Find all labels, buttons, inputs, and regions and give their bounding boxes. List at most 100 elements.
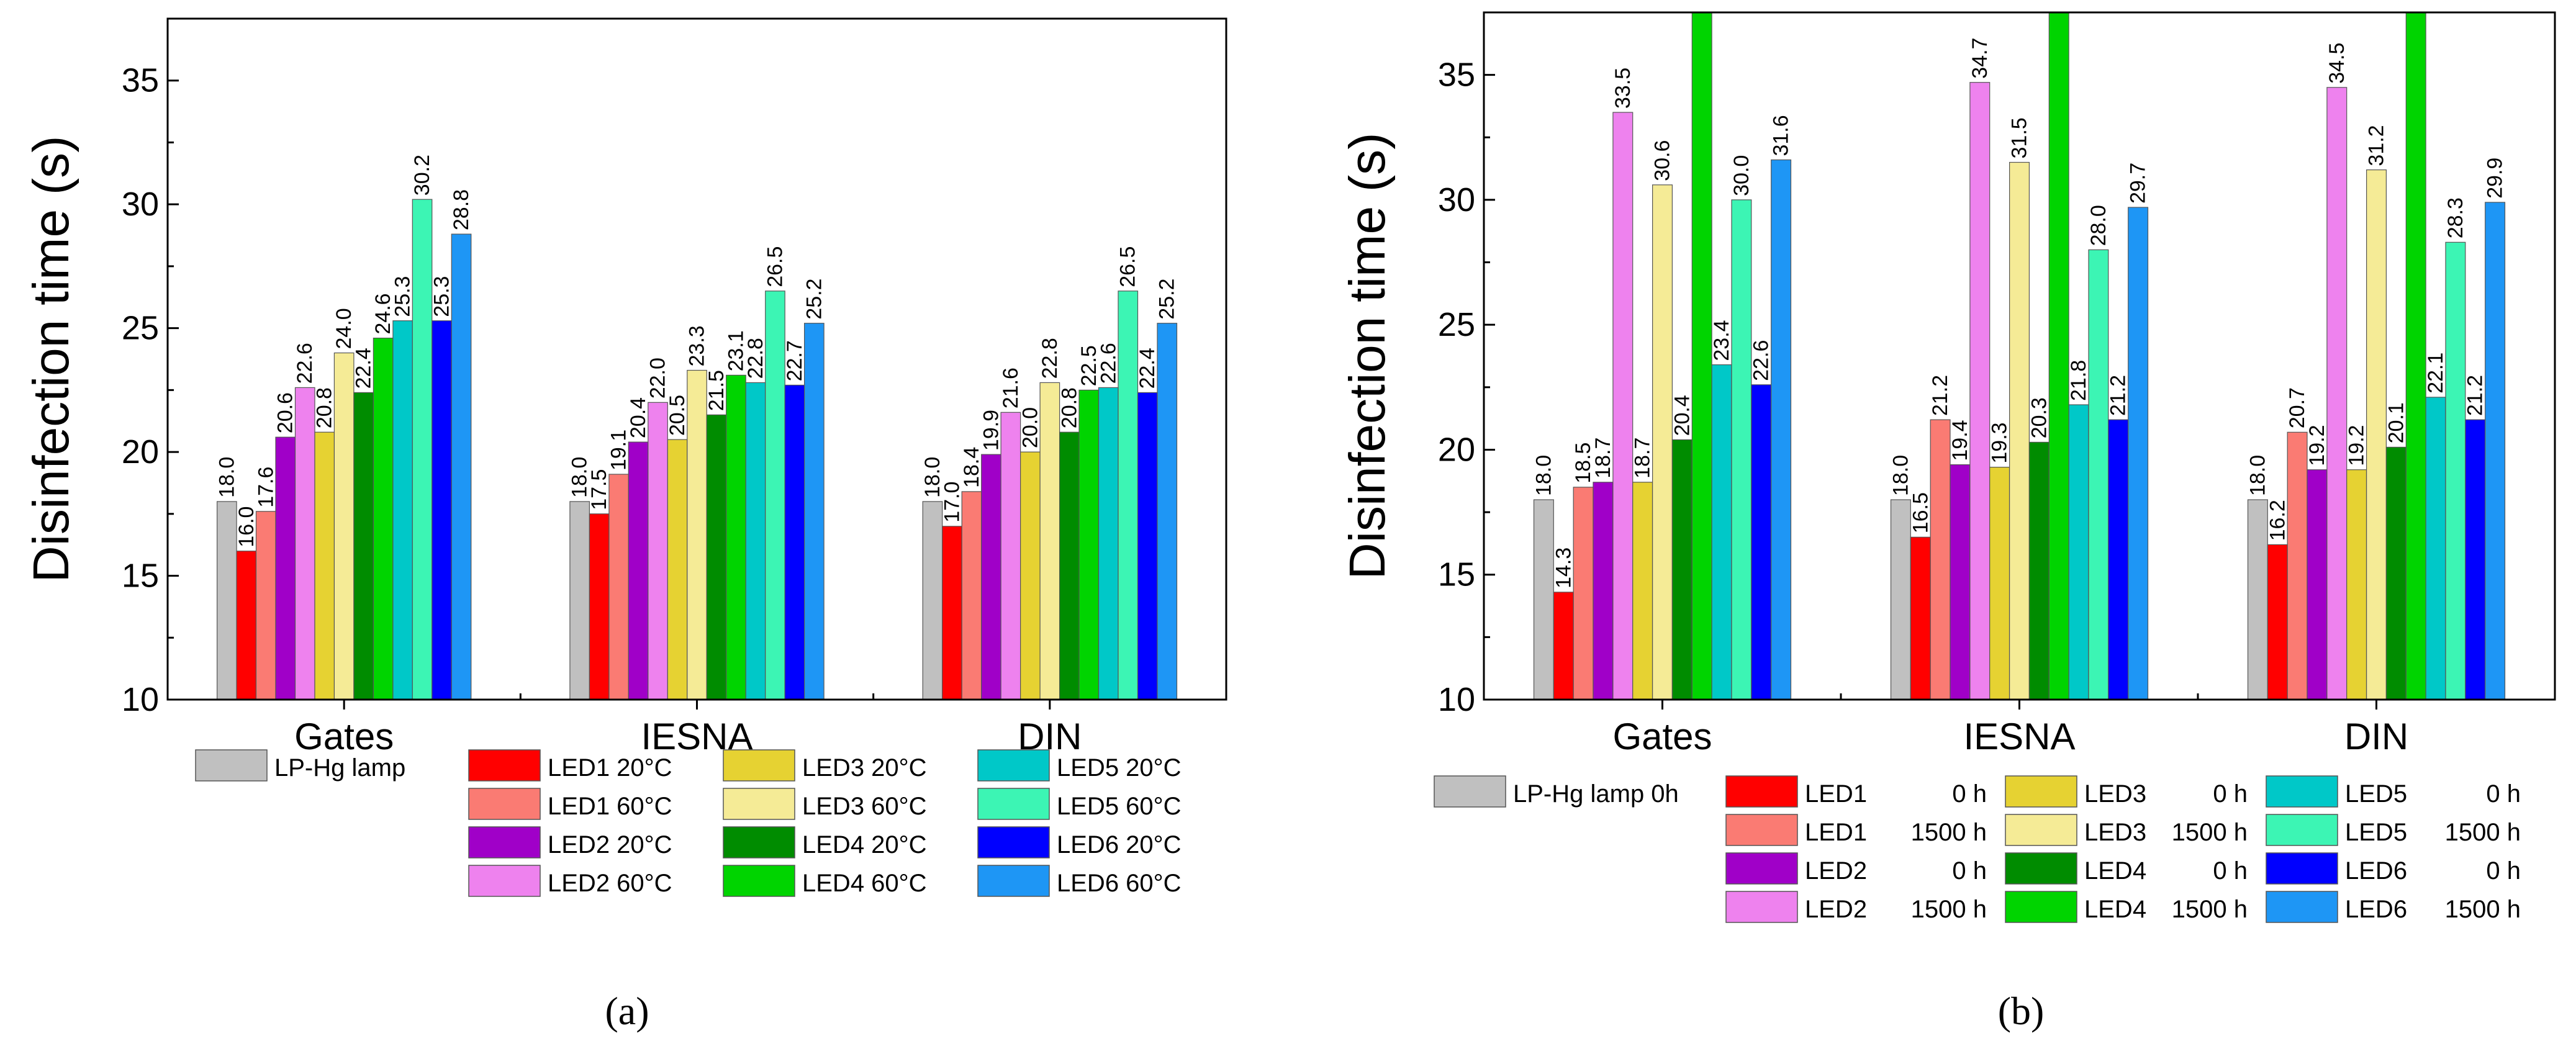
bar: [648, 402, 668, 700]
bar: [1751, 384, 1772, 700]
bar: [1059, 431, 1080, 700]
bar-value-label: 21.2: [1928, 375, 1952, 416]
bar: [706, 414, 727, 700]
legend-label: LED3 20°C: [802, 754, 927, 782]
y-tick-label: 15: [1438, 556, 1475, 593]
legend-swatch: [1725, 775, 1798, 808]
bar: [1771, 159, 1792, 700]
legend-label: LED4: [2084, 896, 2146, 923]
bar: [569, 501, 590, 700]
bar: [275, 436, 296, 700]
bar: [2445, 241, 2466, 700]
legend-swatch: [2266, 775, 2338, 808]
bar: [1137, 392, 1158, 700]
legend-swatch: [1725, 814, 1798, 846]
bar: [942, 526, 962, 700]
bar: [1671, 439, 1692, 700]
bar-value-label: 18.0: [568, 457, 592, 498]
bar-value-label: 31.6: [1769, 115, 1793, 156]
bar-value-label: 20.8: [313, 387, 337, 428]
panel-b-label: (b): [1998, 989, 2045, 1033]
legend-swatch: [2005, 852, 2077, 885]
bar: [2425, 397, 2446, 700]
bar-value-label: 20.7: [2285, 387, 2309, 428]
bar-value-label: 20.3: [2027, 397, 2051, 438]
panel-a-label: (a): [605, 989, 649, 1033]
bar-value-label: 20.0: [1018, 407, 1042, 448]
bar: [2366, 169, 2387, 700]
legend-swatch: [1725, 891, 1798, 923]
legend-label: LED2: [1805, 896, 1867, 923]
bar-value-label: 31.2: [2365, 125, 2388, 166]
bar-value-label: 22.6: [293, 343, 317, 384]
bar-value-label: 17.0: [940, 482, 964, 523]
legend-swatch: [468, 749, 541, 782]
legend-label: LED1 20°C: [548, 754, 672, 782]
bar-value-label: 20.1: [2384, 402, 2408, 443]
bar: [2307, 469, 2328, 700]
bar: [1711, 364, 1732, 700]
bar-value-label: 34.5: [2325, 43, 2349, 84]
bar: [1950, 464, 1971, 700]
bar: [784, 384, 805, 700]
bar-value-label: 25.3: [391, 276, 415, 317]
bar: [2108, 419, 2129, 700]
legend-swatch: [1434, 775, 1506, 808]
bar: [373, 337, 394, 700]
legend-swatch: [723, 788, 795, 820]
bar-value-label: 23.3: [685, 325, 709, 366]
bar-value-label: 18.0: [215, 457, 238, 498]
legend-swatch: [977, 788, 1050, 820]
legend-swatch: [2005, 775, 2077, 808]
legend-label-time: 0 h: [1952, 780, 1987, 808]
legend-swatch: [468, 788, 541, 820]
bar-value-label: 22.1: [2424, 353, 2447, 394]
bar-value-label: 17.6: [254, 467, 278, 508]
bar: [667, 439, 688, 700]
bar: [981, 454, 1001, 700]
legend-label-time: 1500 h: [2445, 819, 2521, 846]
legend-swatch: [977, 865, 1050, 897]
y-tick-label: 30: [1438, 181, 1475, 219]
bar-value-label: 28.0: [2087, 205, 2110, 246]
bar: [589, 513, 610, 700]
bar: [1731, 199, 1752, 700]
bar-value-label: 19.1: [607, 430, 631, 471]
bar: [451, 233, 472, 700]
bar: [922, 501, 943, 700]
legend-label: LED3: [2084, 819, 2146, 846]
legend-swatch: [2005, 891, 2077, 923]
bar-value-label: 22.0: [646, 358, 670, 399]
bar-value-label: 21.6: [999, 367, 1023, 408]
y-tick-label: 20: [122, 433, 159, 471]
legend-label: LED4 60°C: [802, 870, 927, 897]
legend-label: LED4: [2084, 857, 2146, 885]
bar: [2068, 404, 2089, 700]
bar: [2128, 207, 2149, 700]
legend-label: LED5 60°C: [1057, 793, 1182, 820]
panel-a-legend: LP-Hg lamp LED1 20°C LED1 60°C LED2 20°C LED…: [195, 749, 1182, 897]
bar: [412, 199, 433, 700]
bar-value-label: 20.5: [666, 395, 689, 436]
bar: [1078, 389, 1100, 700]
bar-value-label: 23.1: [725, 330, 748, 371]
bar: [2287, 431, 2308, 700]
chart-panel-a: 18.016.017.620.622.620.824.022.424.625.3…: [23, 17, 1227, 1033]
bar-value-label: 22.6: [1750, 340, 1773, 381]
legend-label: LED1: [1805, 780, 1867, 808]
legend-label-time: 1500 h: [1911, 896, 1987, 923]
panel-b-bars: [1533, 12, 2506, 700]
x-tick-label: IESNA: [1963, 716, 2075, 757]
bar-value-label: 20.8: [1057, 387, 1081, 428]
bar: [2326, 87, 2348, 700]
bar: [803, 323, 825, 700]
bar-value-label: 30.0: [1730, 155, 1753, 196]
bar-value-label: 17.5: [587, 469, 611, 510]
legend-swatch: [723, 865, 795, 897]
legend-label: LED6 20°C: [1057, 831, 1182, 858]
legend-label: LED6: [2345, 857, 2407, 885]
bar: [608, 474, 630, 700]
bar-value-label: 16.2: [2266, 500, 2289, 541]
bar-value-label: 26.5: [1116, 246, 1140, 287]
legend-label: LED5: [2345, 819, 2407, 846]
